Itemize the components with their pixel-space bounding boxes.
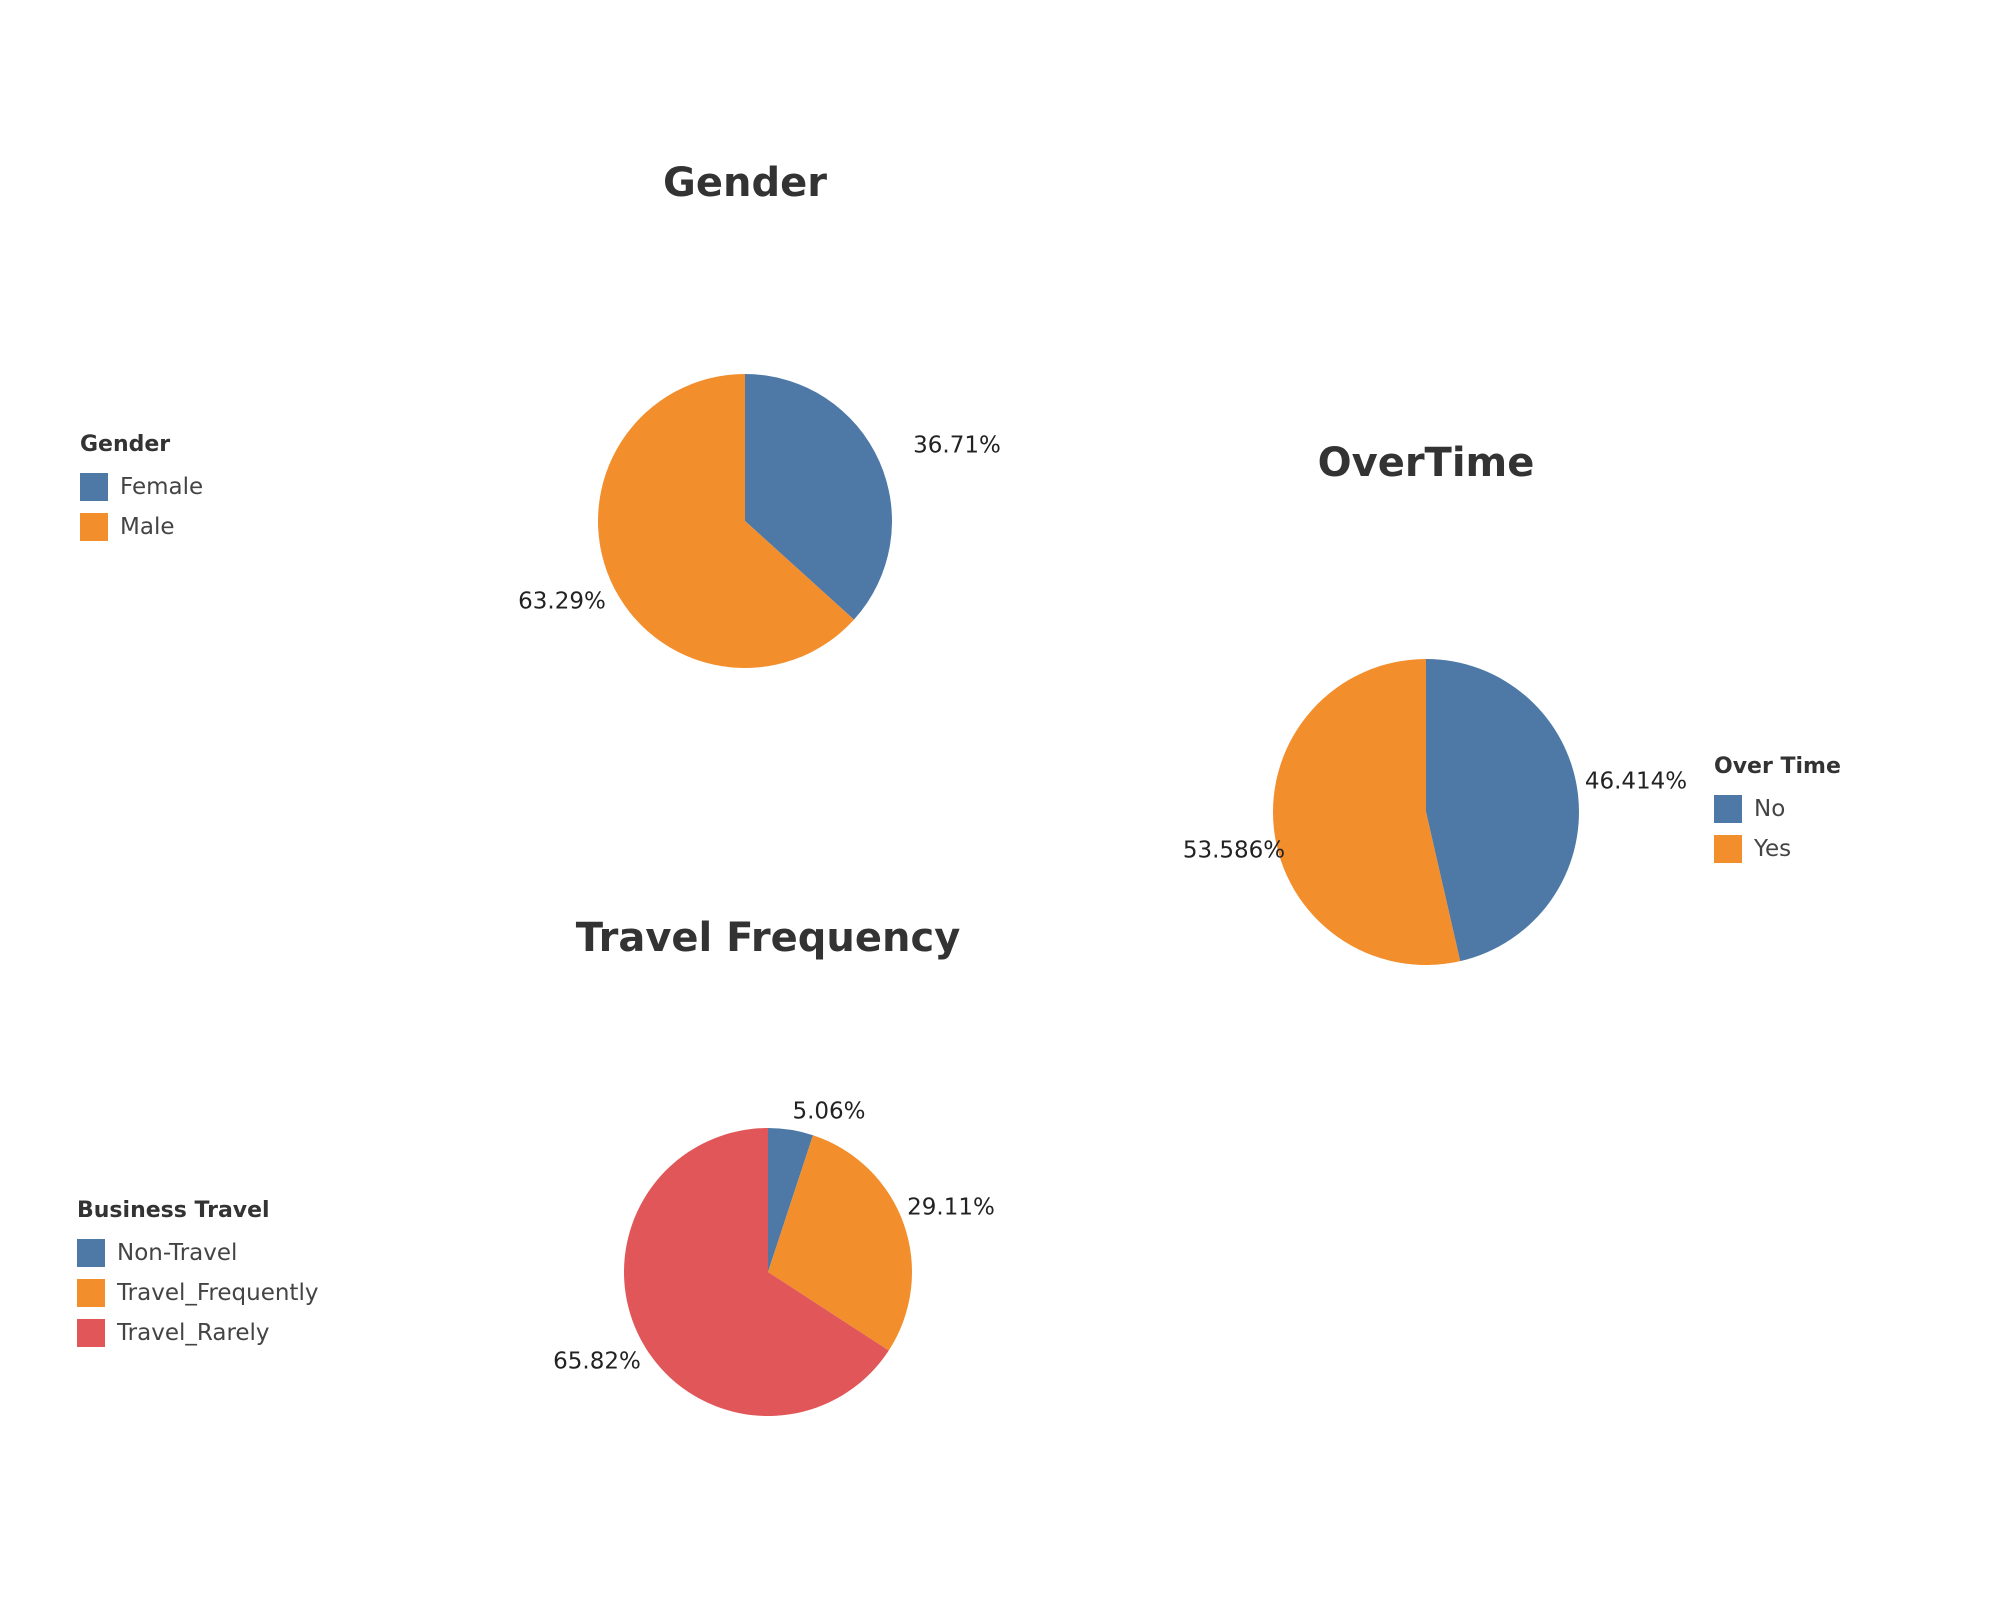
slice-label-non-travel: 5.06% [792,1099,865,1125]
slice-label-travel-frequently: 29.11% [907,1195,995,1221]
legend-swatch [77,1319,105,1347]
slice-label-male: 63.29% [518,589,606,615]
business-travel-legend: Business Travel Non-Travel Travel_Freque… [77,1198,318,1353]
slice-label-no: 46.414% [1585,769,1687,795]
legend-title: Business Travel [77,1198,270,1223]
legend-swatch [80,473,108,501]
slice-label-travel-rarely: 65.82% [553,1349,641,1375]
pie-slice-male[interactable] [597,373,854,668]
legend-title: Over Time [1714,754,1841,779]
pie-slice-yes[interactable] [1272,659,1461,965]
legend-swatch [77,1239,105,1267]
legend-swatch [1714,835,1742,863]
legend-item-non-travel[interactable]: Non-Travel [77,1233,318,1273]
pie-slice-no[interactable] [1426,659,1579,962]
pie-slice-travel-frequently[interactable] [768,1135,913,1351]
legend-item-no[interactable]: No [1714,789,1841,829]
legend-swatch [77,1279,105,1307]
legend-label: Yes [1754,836,1792,862]
gender-legend: Gender Female Male [80,432,203,547]
legend-swatch [1714,795,1742,823]
legend-item-travel-rarely[interactable]: Travel_Rarely [77,1313,318,1353]
pie-slice-travel-rarely[interactable] [624,1128,889,1416]
pie-chart-female-male: 36.71% 63.29% [518,373,1001,668]
pie-chart-non-travel-travel-frequently-travel-rarely: 5.06% 29.11% 65.82% [553,1099,995,1416]
pie-slice-non-travel[interactable] [768,1128,814,1272]
legend-item-female[interactable]: Female [80,467,203,507]
legend-item-male[interactable]: Male [80,507,203,547]
pie-slice-female[interactable] [745,374,892,620]
pie-chart-no-yes: 46.414% 53.586% [1183,659,1687,965]
legend-label: Travel_Rarely [117,1320,270,1346]
legend-item-travel-frequently[interactable]: Travel_Frequently [77,1273,318,1313]
legend-label: Travel_Frequently [117,1280,319,1306]
legend-label: No [1754,796,1786,822]
legend-label: Male [120,514,175,540]
slice-label-yes: 53.586% [1183,838,1285,864]
overtime-legend: Over Time No Yes [1714,754,1841,869]
legend-item-yes[interactable]: Yes [1714,829,1841,869]
legend-title: Gender [80,432,171,457]
travel-frequency-chart-title: Travel Frequency [575,915,961,961]
legend-swatch [80,513,108,541]
legend-label: Non-Travel [117,1240,238,1266]
slice-label-female: 36.71% [913,433,1001,459]
legend-label: Female [120,474,204,500]
gender-chart-title: Gender [663,160,827,206]
overtime-chart-title: OverTime [1317,440,1535,486]
